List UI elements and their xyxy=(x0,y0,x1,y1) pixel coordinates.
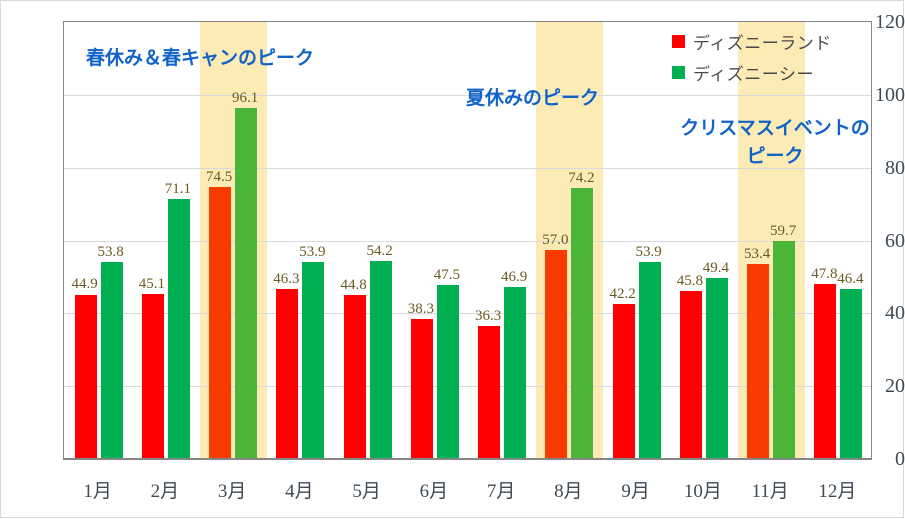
bar xyxy=(410,318,433,458)
x-axis-tick-label: 7月 xyxy=(486,481,516,502)
bar-value-label: 53.9 xyxy=(299,243,326,260)
y-axis-tick-label: 40 xyxy=(885,302,905,325)
bar xyxy=(436,285,459,458)
plot-area xyxy=(63,21,872,460)
chart-legend: ディズニーランド ディズニーシー xyxy=(672,26,872,88)
bar xyxy=(209,186,232,458)
bar xyxy=(74,294,97,458)
annotation-spring-break-text: 春休み＆春キャンのピーク xyxy=(86,47,315,69)
bar-value-label: 57.0 xyxy=(542,232,569,249)
bar-value-label: 47.5 xyxy=(433,267,460,284)
bar-value-label: 53.8 xyxy=(97,244,124,261)
y-axis-tick-label: 20 xyxy=(885,375,905,398)
bar xyxy=(840,289,863,458)
bar-value-label: 74.5 xyxy=(206,168,233,185)
x-axis-tick-label: 4月 xyxy=(285,481,314,502)
bar xyxy=(679,291,702,458)
bar-value-label: 53.9 xyxy=(635,243,662,260)
gridline xyxy=(64,386,871,388)
bar-value-label: 45.8 xyxy=(676,273,703,290)
y-axis-tick-label: 80 xyxy=(885,156,905,179)
annotation-christmas-line2: ピーク xyxy=(746,145,804,167)
x-axis-tick-label: 2月 xyxy=(150,481,180,502)
bar-value-label: 54.2 xyxy=(366,242,393,259)
bar xyxy=(638,261,661,458)
x-axis-tick-label: 8月 xyxy=(554,481,583,502)
bar-value-label: 53.4 xyxy=(744,245,771,262)
y-axis-tick-label: 0 xyxy=(895,448,905,470)
bar-value-label: 59.7 xyxy=(770,222,797,239)
bar xyxy=(612,304,635,458)
bar-value-label: 46.3 xyxy=(273,271,300,288)
legend-label-disneyland: ディズニーランド xyxy=(693,34,832,54)
x-axis-tick-label: 5月 xyxy=(352,481,381,502)
x-axis-tick-label: 9月 xyxy=(621,481,650,502)
y-axis-tick-label: 60 xyxy=(885,229,905,252)
gridline xyxy=(64,240,871,242)
bar xyxy=(478,325,501,458)
legend-item-disneysea: ディズニーシー xyxy=(672,57,872,88)
bar xyxy=(141,293,164,458)
bar xyxy=(369,260,392,458)
annotation-summer-break-text: 夏休みのピーク xyxy=(466,87,600,109)
x-axis-tick-label: 12月 xyxy=(818,481,857,502)
y-axis-tick-label: 100 xyxy=(875,83,905,106)
bar-value-label: 74.2 xyxy=(568,169,595,186)
bar xyxy=(705,278,728,458)
bar-value-label: 46.9 xyxy=(501,269,528,286)
x-axis-tick-label: 3月 xyxy=(217,481,247,502)
y-axis-tick-label: 120 xyxy=(875,11,905,33)
x-axis-tick-label: 1月 xyxy=(83,481,112,502)
bar xyxy=(545,250,568,458)
x-axis-tick-label: 11月 xyxy=(751,481,789,502)
bar-value-label: 46.4 xyxy=(837,271,864,288)
bar xyxy=(773,240,796,458)
bar-value-label: 45.1 xyxy=(138,275,165,292)
bar-value-label: 49.4 xyxy=(702,260,729,277)
legend-label-disneysea: ディズニーシー xyxy=(693,65,814,85)
legend-item-disneyland: ディズニーランド xyxy=(672,26,872,57)
bar-value-label: 42.2 xyxy=(609,286,636,303)
x-axis-tick-label: 6月 xyxy=(419,481,449,502)
bar-value-label: 44.8 xyxy=(340,276,367,293)
bar xyxy=(100,262,123,458)
bar-value-label: 38.3 xyxy=(407,300,434,317)
bar xyxy=(167,199,190,458)
bar-value-label: 36.3 xyxy=(475,307,502,324)
bar xyxy=(571,187,594,458)
bar-value-label: 47.8 xyxy=(811,265,838,282)
annotation-spring-break: 春休み＆春キャンのピーク xyxy=(86,44,314,72)
bar xyxy=(302,261,325,458)
annotation-summer-break: 夏休みのピーク xyxy=(466,84,599,112)
gridline xyxy=(64,94,871,96)
legend-swatch-disneyland xyxy=(672,35,685,48)
x-axis-tick-label: 10月 xyxy=(683,481,722,502)
bar-value-label: 96.1 xyxy=(232,90,259,107)
bar xyxy=(814,283,837,458)
gridline xyxy=(64,313,871,315)
legend-swatch-disneysea xyxy=(672,66,685,79)
annotation-christmas: クリスマスイベントの ピーク xyxy=(650,114,900,170)
annotation-christmas-line1: クリスマスイベントの xyxy=(680,117,870,139)
gridline xyxy=(64,167,871,169)
bar xyxy=(343,294,366,458)
x-axis-line xyxy=(64,458,871,459)
bar-value-label: 71.1 xyxy=(164,181,191,198)
bar xyxy=(747,263,770,458)
bar xyxy=(504,287,527,458)
bar-value-label: 44.9 xyxy=(71,276,98,293)
bar xyxy=(276,289,299,458)
bar xyxy=(235,108,258,458)
